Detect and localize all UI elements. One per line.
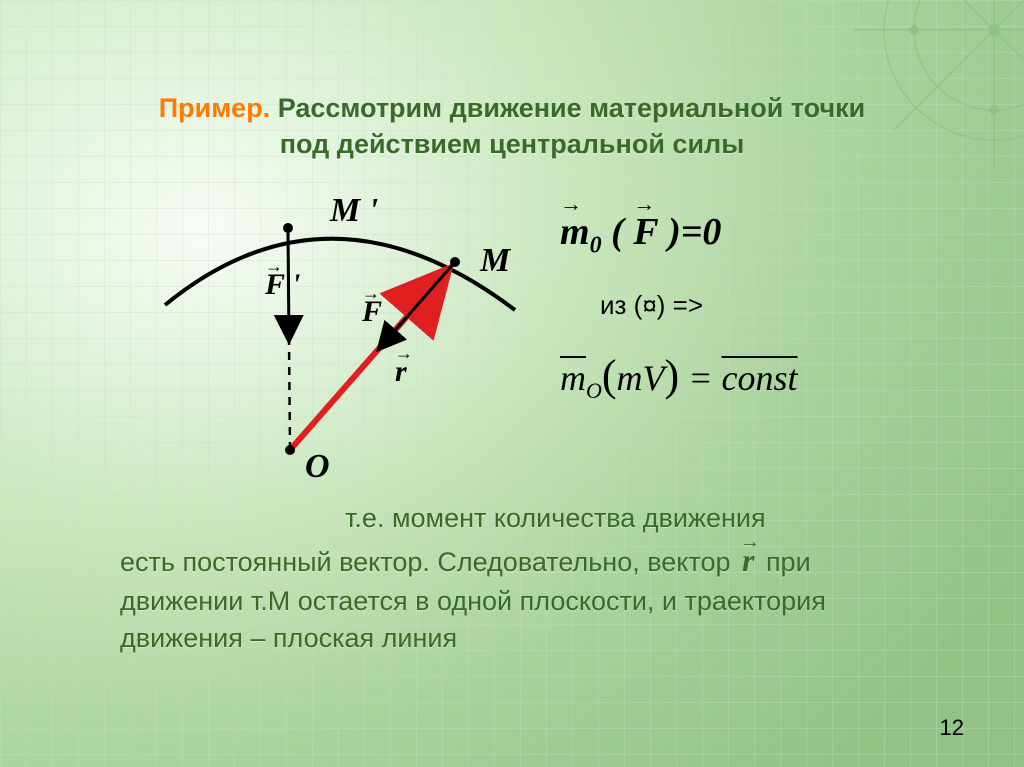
force-diagram: M ' M F ' F r O [120,200,540,480]
equation-moment-zero: →m0 ( →F )=0 [560,210,721,260]
equation-note: из (¤) => [600,290,703,321]
label-m-prime: M ' [330,192,378,230]
label-f: F [362,295,382,329]
point-m-prime [283,223,293,233]
slide-title: Пример. Рассмотрим движение материальной… [0,90,1024,163]
equation-const: mO(mV) = const [560,350,798,404]
trajectory-arc [165,239,515,310]
point-m [450,257,460,267]
label-m: M [480,242,510,280]
label-o: O [305,448,330,486]
point-o [285,445,295,455]
page-number: 12 [940,715,964,741]
title-highlight: Пример. [159,93,270,123]
body-paragraph: т.е. момент количества движения есть пос… [120,500,934,658]
title-line2: под действием центральной силы [280,129,745,159]
label-f-prime: F ' [265,268,300,302]
label-r: r [395,355,407,389]
title-line1: Рассмотрим движение материальной точки [270,93,865,123]
force-f [378,262,455,350]
diagram-svg [120,200,540,480]
